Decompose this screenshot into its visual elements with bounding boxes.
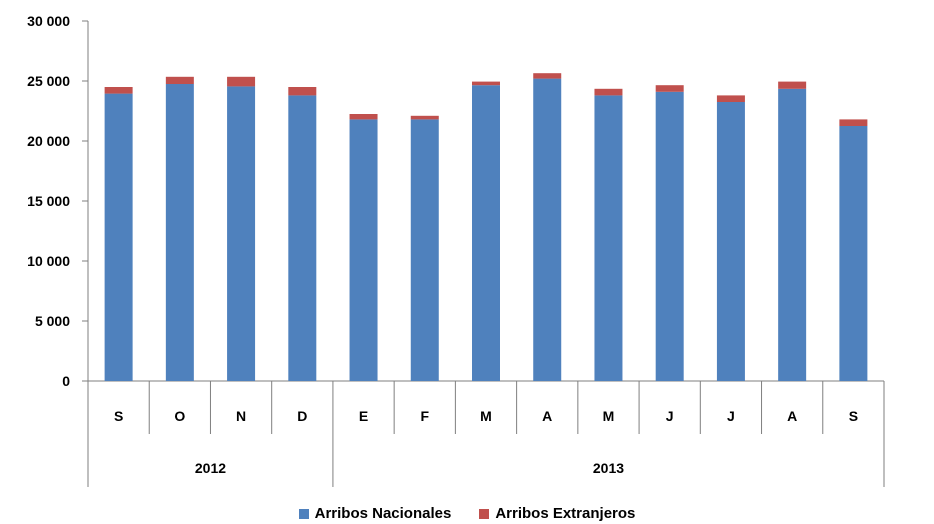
x-tick-label: M xyxy=(480,408,492,424)
x-group-label: 2012 xyxy=(195,460,226,476)
legend-label-nacionales: Arribos Nacionales xyxy=(314,505,452,522)
y-tick-label: 10 000 xyxy=(27,253,70,269)
y-tick-label: 15 000 xyxy=(27,193,70,209)
bar-nacionales xyxy=(778,88,807,382)
bar-extranjeros xyxy=(778,81,807,89)
x-tick-label: J xyxy=(727,408,735,424)
bar-extranjeros xyxy=(839,119,868,126)
bar-extranjeros xyxy=(165,76,194,84)
bar-nacionales xyxy=(227,86,256,382)
x-tick-label: S xyxy=(114,408,123,424)
legend-label-extranjeros: Arribos Extranjeros xyxy=(495,505,636,522)
bar-extranjeros xyxy=(410,115,439,120)
bar-nacionales xyxy=(349,119,378,382)
x-tick-label: M xyxy=(603,408,615,424)
chart-svg: 0 5 000 10 000 15 000 20 000 25 000 30 000 S O N D… xyxy=(27,13,885,487)
bar-extranjeros xyxy=(349,114,378,120)
y-tick-label: 0 xyxy=(62,373,70,389)
bar-nacionales xyxy=(594,95,623,382)
bar-nacionales xyxy=(104,93,133,381)
bar-extranjeros xyxy=(288,87,317,96)
bar-nacionales xyxy=(472,85,500,381)
y-tick-label: 5 000 xyxy=(35,313,70,329)
x-tick-label: A xyxy=(542,408,552,424)
bar-nacionales xyxy=(839,126,868,381)
bar-extranjeros xyxy=(655,85,684,92)
x-tick-label: N xyxy=(236,408,246,424)
legend-swatch-extranjeros xyxy=(479,508,490,519)
legend-item-extranjeros: Arribos Extranjeros xyxy=(479,505,635,522)
bar-extranjeros xyxy=(594,88,623,96)
bar-nacionales xyxy=(165,84,194,381)
x-tick-label: A xyxy=(787,408,797,424)
legend-item-nacionales: Arribos Nacionales xyxy=(298,505,452,522)
legend-swatch-nacionales xyxy=(298,508,309,519)
bar-nacionales xyxy=(288,95,317,382)
legend: Arribos Nacionales Arribos Extranjeros xyxy=(0,505,934,522)
bar-nacionales xyxy=(410,119,439,382)
x-tick-label: D xyxy=(297,408,307,424)
x-group-label: 2013 xyxy=(593,460,624,476)
bar-extranjeros xyxy=(227,76,256,87)
bar-extranjeros xyxy=(104,87,133,94)
bar-extranjeros xyxy=(472,81,500,86)
x-tick-label: J xyxy=(666,408,674,424)
y-tick-label: 20 000 xyxy=(27,133,70,149)
x-tick-label: S xyxy=(849,408,858,424)
x-tick-label: F xyxy=(420,408,429,424)
x-tick-label: E xyxy=(359,408,368,424)
y-tick-label: 25 000 xyxy=(27,73,70,89)
bar-nacionales xyxy=(655,91,684,382)
x-tick-label: O xyxy=(174,408,185,424)
y-tick-label: 30 000 xyxy=(27,13,70,29)
bar-extranjeros xyxy=(716,95,745,102)
bar-nacionales xyxy=(716,102,745,381)
bar-nacionales xyxy=(533,78,562,381)
bar-extranjeros xyxy=(533,73,562,79)
